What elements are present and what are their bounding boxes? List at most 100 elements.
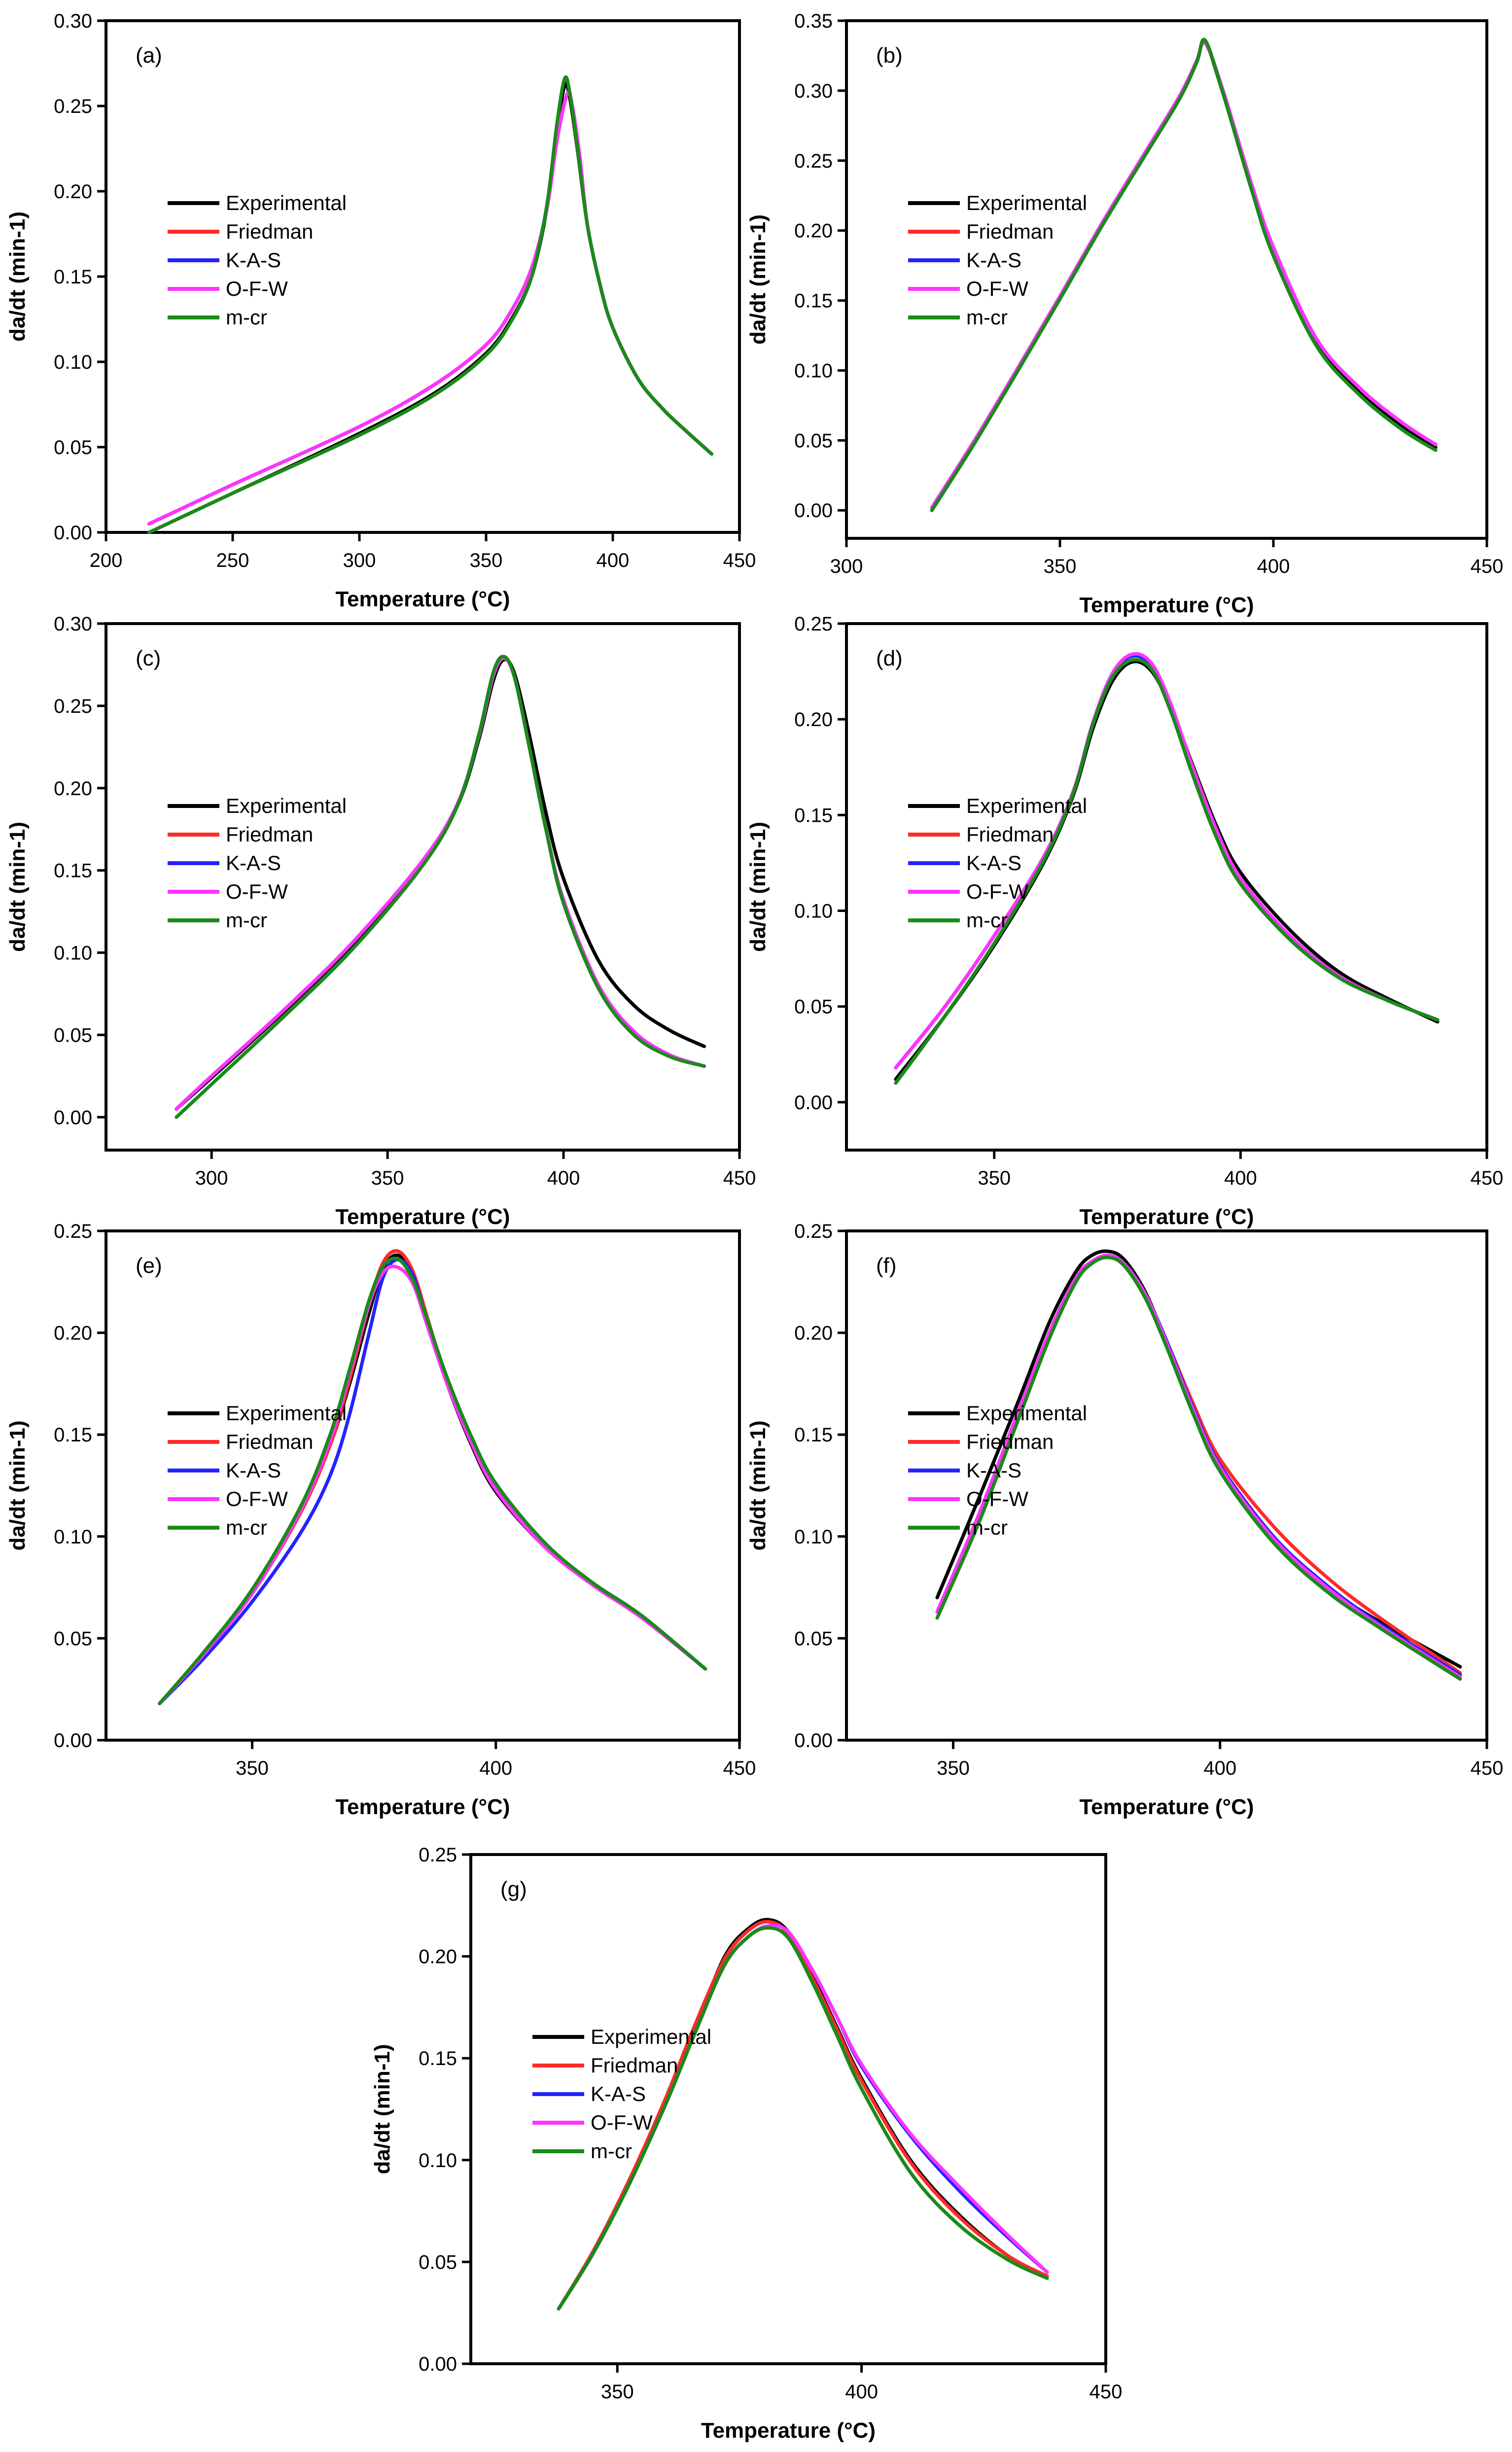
x-tick-label: 250 xyxy=(216,550,249,571)
x-tick-label: 200 xyxy=(90,550,123,571)
y-tick-label: 0.25 xyxy=(794,150,833,172)
x-tick-label: 450 xyxy=(1090,2381,1123,2403)
legend-label: m-cr xyxy=(966,306,1008,329)
plot-frame xyxy=(469,1853,1107,2365)
x-axis-label: Temperature (°C) xyxy=(1079,1795,1254,1819)
series-line-m-cr xyxy=(147,75,713,534)
x-tick-label: 350 xyxy=(1044,556,1077,577)
legend-label: Experimental xyxy=(966,794,1087,817)
legend-label: Experimental xyxy=(966,191,1087,214)
y-tick-label: 0.10 xyxy=(794,901,833,922)
chart-panel-d: 350 400 450 0.00 0.05 0.10 0.15 0.20 0.25 Tempera… xyxy=(746,613,1503,1229)
legend-label: K-A-S xyxy=(966,851,1021,875)
plot-frame xyxy=(845,19,1488,540)
y-tick-label: 0.15 xyxy=(794,290,833,312)
x-tick-label: 300 xyxy=(343,550,376,571)
plot-frame xyxy=(105,622,741,1152)
y-tick-label: 0.15 xyxy=(794,1424,833,1446)
y-tick-label: 0.30 xyxy=(54,613,92,635)
y-axis-label: da/dt (min-1) xyxy=(746,1421,770,1551)
x-tick-label: 450 xyxy=(1471,1757,1504,1779)
plot-frame xyxy=(845,1229,1488,1742)
panel-label: (f) xyxy=(876,1254,897,1278)
y-tick-label: 0.30 xyxy=(54,10,92,32)
y-tick-label: 0.05 xyxy=(794,430,833,452)
chart-panel-f: 350 400 450 0.00 0.05 0.10 0.15 0.20 0.25 Tempera… xyxy=(746,1221,1503,1819)
series-line-o-f-w xyxy=(158,1264,707,1706)
plot-frame xyxy=(105,1229,741,1742)
series-line-m-cr xyxy=(894,658,1440,1085)
legend-label: O-F-W xyxy=(226,880,288,903)
legend-label: K-A-S xyxy=(966,248,1021,272)
y-tick-label: 0.05 xyxy=(54,1024,92,1046)
y-tick-label: 0.00 xyxy=(794,1730,833,1751)
panel-label: (d) xyxy=(876,646,903,670)
y-tick-label: 0.25 xyxy=(54,96,92,117)
y-tick-label: 0.10 xyxy=(54,943,92,964)
y-axis-label: da/dt (min-1) xyxy=(746,214,770,345)
legend-label: Friedman xyxy=(591,2054,678,2077)
legend-label: Friedman xyxy=(966,220,1054,243)
legend-label: Experimental xyxy=(966,1401,1087,1425)
legend-label: m-cr xyxy=(591,2139,632,2163)
x-tick-label: 400 xyxy=(1224,1167,1257,1189)
legend-label: K-A-S xyxy=(226,851,281,875)
y-tick-label: 0.00 xyxy=(794,500,833,522)
x-tick-label: 350 xyxy=(236,1757,269,1779)
y-tick-label: 0.10 xyxy=(419,2150,457,2172)
series-line-m-cr xyxy=(935,1256,1462,1681)
y-axis-label: da/dt (min-1) xyxy=(370,2044,394,2174)
x-axis-label: Temperature (°C) xyxy=(1079,593,1254,617)
panel-label: (b) xyxy=(876,43,903,68)
y-tick-label: 0.20 xyxy=(54,1323,92,1344)
legend-label: K-A-S xyxy=(591,2082,646,2105)
legend-label: O-F-W xyxy=(226,1487,288,1510)
x-tick-label: 450 xyxy=(1471,556,1504,577)
x-tick-label: 350 xyxy=(978,1167,1011,1189)
y-tick-label: 0.00 xyxy=(794,1092,833,1114)
legend-label: Friedman xyxy=(226,823,313,846)
series-line-experimental xyxy=(930,39,1438,512)
legend-label: O-F-W xyxy=(966,1487,1028,1510)
series-line-m-cr xyxy=(175,655,706,1119)
plot-frame xyxy=(105,19,741,534)
y-tick-label: 0.20 xyxy=(419,1946,457,1968)
legend-label: O-F-W xyxy=(966,277,1028,300)
x-tick-label: 400 xyxy=(479,1757,512,1779)
x-tick-label: 450 xyxy=(723,1757,756,1779)
y-tick-label: 0.20 xyxy=(54,778,92,800)
y-tick-label: 0.25 xyxy=(794,613,833,635)
y-tick-label: 0.05 xyxy=(794,996,833,1018)
y-tick-label: 0.00 xyxy=(54,522,92,544)
x-tick-label: 400 xyxy=(1203,1757,1236,1779)
y-axis-label: da/dt (min-1) xyxy=(5,822,30,952)
legend-label: Experimental xyxy=(226,1401,347,1425)
legend-label: K-A-S xyxy=(226,248,281,272)
x-axis-label: Temperature (°C) xyxy=(701,2418,876,2443)
x-tick-label: 400 xyxy=(1257,556,1290,577)
legend-label: O-F-W xyxy=(226,277,288,300)
chart-panel-a: 200 250 300 350 400 450 0.00 0.05 0.10 0.15 0.20 0.… xyxy=(5,10,756,611)
series-line-o-f-w xyxy=(894,652,1440,1070)
x-axis-label: Temperature (°C) xyxy=(335,1795,510,1819)
x-axis-label: Temperature (°C) xyxy=(335,587,510,611)
x-tick-label: 350 xyxy=(470,550,503,571)
y-tick-label: 0.25 xyxy=(54,1221,92,1242)
legend-label: K-A-S xyxy=(226,1459,281,1482)
x-tick-label: 400 xyxy=(547,1167,580,1189)
x-tick-label: 350 xyxy=(601,2381,634,2403)
y-tick-label: 0.30 xyxy=(794,80,833,102)
y-tick-label: 0.20 xyxy=(794,220,833,242)
series-line-o-f-w xyxy=(930,40,1438,510)
y-tick-label: 0.10 xyxy=(794,1526,833,1548)
y-tick-label: 0.25 xyxy=(419,1844,457,1866)
y-tick-label: 0.15 xyxy=(419,2048,457,2069)
y-tick-label: 0.10 xyxy=(794,360,833,382)
x-axis-label: Temperature (°C) xyxy=(335,1205,510,1229)
y-tick-label: 0.05 xyxy=(54,1628,92,1649)
series-line-k-a-s xyxy=(930,40,1438,510)
legend-label: O-F-W xyxy=(591,2111,653,2134)
series-line-friedman xyxy=(930,40,1438,510)
legend-label: m-cr xyxy=(226,909,267,932)
